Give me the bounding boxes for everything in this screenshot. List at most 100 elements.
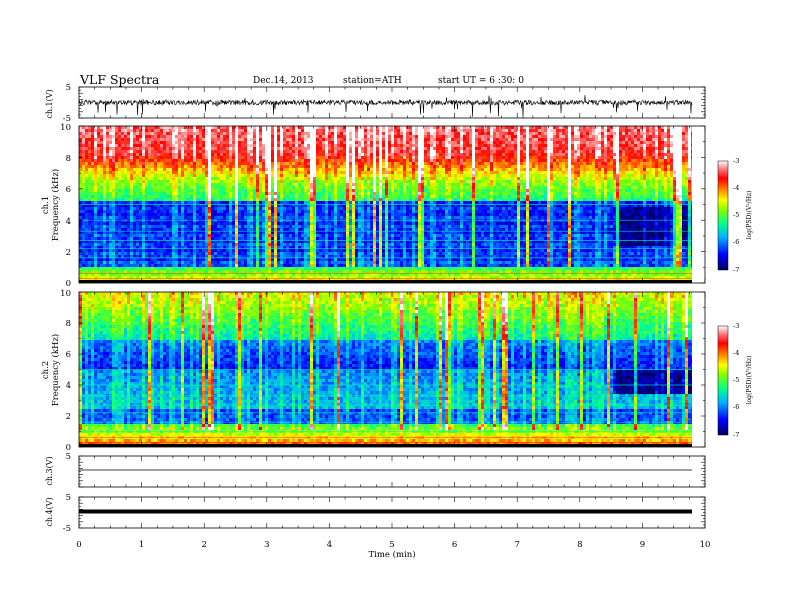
ch1-spectrogram-cell	[577, 183, 581, 187]
ch1-spectrogram-cell	[208, 165, 212, 169]
ch1-spectrogram-cell	[235, 150, 239, 154]
ch1-spectrogram-cell	[676, 183, 680, 187]
ch1-spectrogram-cell	[391, 192, 395, 196]
ch1-spectrogram-cell	[526, 129, 530, 133]
ch1-spectrogram-cell	[193, 144, 197, 148]
ch1-spectrogram-cell	[256, 168, 260, 172]
ch1-spectrogram-cell	[628, 162, 632, 166]
ch1-spectrogram-cell	[85, 129, 89, 133]
ch1-spectrogram-cell	[271, 135, 275, 139]
ch1-spectrogram-cell	[691, 150, 692, 154]
ch1-spectrogram-cell	[523, 180, 527, 184]
ch1-spectrogram-cell	[157, 174, 161, 178]
ch1-spectrogram-cell	[526, 177, 530, 181]
ch1-spectrogram-cell	[583, 144, 587, 148]
ch1-spectrogram-cell	[205, 132, 209, 136]
ch1-spectrogram-cell	[487, 177, 491, 181]
ch1-spectrogram-cell	[604, 189, 608, 193]
ch1-spectrogram-cell	[280, 147, 284, 151]
ch1-spectrogram-cell	[604, 132, 608, 136]
ch1-spectrogram-cell	[559, 138, 563, 142]
ch1-spectrogram-cell	[256, 153, 260, 157]
ch1-spectrogram-cell	[274, 132, 278, 136]
ch1-spectrogram-cell	[346, 138, 350, 142]
ch1-spectrogram-cell	[625, 180, 629, 184]
ch1-spectrogram-cell	[460, 171, 464, 175]
ch1-spectrogram-cell	[592, 144, 596, 148]
ch1-spectrogram-cell	[265, 195, 269, 199]
ch1-spectrogram-cell	[685, 150, 689, 154]
ch1-spectrogram-cell	[532, 144, 536, 148]
ch1-spectrogram-cell	[475, 171, 479, 175]
ch1-spectrogram-cell	[430, 153, 434, 157]
ch1-spectrogram-cell	[184, 129, 188, 133]
ch1-spectrogram-cell	[346, 126, 350, 130]
ch1-spectrogram-cell	[286, 180, 290, 184]
ch1-spectrogram-cell	[496, 144, 500, 148]
ch1-spectrogram-cell	[199, 162, 203, 166]
ch1-spectrogram-cell	[478, 192, 482, 196]
ch1-spectrogram-cell	[313, 150, 317, 154]
ch1-spectrogram-cell	[511, 156, 515, 160]
ch1-spectrogram-cell	[268, 129, 272, 133]
ch1-spectrogram-cell	[172, 138, 176, 142]
ch1-spectrogram-cell	[100, 183, 104, 187]
ch1-spectrogram-cell	[172, 192, 176, 196]
ch1-spectrogram-cell	[112, 153, 116, 157]
ch1-spectrogram-cell	[406, 177, 410, 181]
ch1-spectrogram-cell	[637, 156, 641, 160]
ch1-spectrogram-cell	[349, 159, 353, 163]
ch1-spectrogram-cell	[430, 165, 434, 169]
ch1-spectrogram-cell	[277, 174, 281, 178]
ch1-spectrogram-cell	[304, 180, 308, 184]
ch1-spectrogram-cell	[658, 177, 662, 181]
ch1-spectrogram-cell	[145, 126, 149, 130]
ch1-spectrogram-cell	[94, 195, 98, 199]
ch1-spectrogram-cell	[649, 165, 653, 169]
ch1-spectrogram-cell	[277, 159, 281, 163]
ch1-spectrogram-cell	[310, 180, 314, 184]
ch1-spectrogram-cell	[262, 126, 266, 130]
ch1-spectrogram-cell	[661, 147, 665, 151]
ch1-spectrogram-cell	[550, 135, 554, 139]
ch1-spectrogram-cell	[124, 165, 128, 169]
ch1-spectrogram-cell	[319, 174, 323, 178]
ch1-spectrogram-cell	[448, 126, 452, 130]
ch1-spectrogram-cell	[418, 168, 422, 172]
ch1-spectrogram-cell	[592, 174, 596, 178]
ch1-spectrogram-cell	[178, 138, 182, 142]
ch1-spectrogram-cell	[424, 183, 428, 187]
ch1-spectrogram-cell	[541, 132, 545, 136]
ch1-spectrogram-cell	[361, 165, 365, 169]
ch1-spectrogram-cell	[109, 150, 113, 154]
ch1-spectrogram-cell	[106, 153, 110, 157]
ch1-spectrogram-cell	[232, 168, 236, 172]
ch1-spectrogram-cell	[286, 159, 290, 163]
ch1-spectrogram-cell	[382, 162, 386, 166]
ch1-spectrogram-cell	[139, 144, 143, 148]
ch1-spectrogram-cell	[385, 150, 389, 154]
ch1-spectrogram-cell	[322, 126, 326, 130]
ch1-spectrogram-cell	[628, 132, 632, 136]
ch1-spectrogram-cell	[544, 129, 548, 133]
ch1-spectrogram-cell	[313, 132, 317, 136]
ch1-spectrogram-cell	[619, 159, 623, 163]
ch1-spectrogram-cell	[358, 189, 362, 193]
ch1-spectrogram-cell	[664, 156, 668, 160]
ch1-spectrogram-cell	[475, 177, 479, 181]
ch1-spectrogram-cell	[442, 132, 446, 136]
ch1-spectrogram-cell	[124, 195, 128, 199]
ch1-spectrogram-cell	[304, 171, 308, 175]
ch1-spectrogram-cell	[250, 174, 254, 178]
ch1-spectrogram-cell	[622, 153, 626, 157]
ch1-spectrogram-cell	[688, 147, 692, 151]
ch1-spectrogram-cell	[280, 144, 284, 148]
ch1-spectrogram-cell	[304, 144, 308, 148]
ch1-spectrogram-cell	[79, 192, 83, 196]
ch1-spectrogram-cell	[91, 162, 95, 166]
ch1-spectrogram-cell	[631, 165, 635, 169]
ch1-spectrogram-cell	[475, 138, 479, 142]
ch1-spectrogram-cell	[412, 168, 416, 172]
ch1-spectrogram-cell	[109, 189, 113, 193]
ch1-spectrogram-cell	[355, 180, 359, 184]
